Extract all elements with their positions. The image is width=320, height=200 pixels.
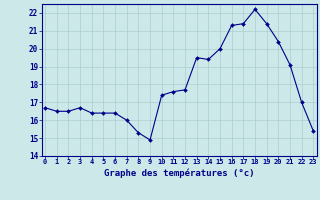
X-axis label: Graphe des températures (°c): Graphe des températures (°c) <box>104 168 254 178</box>
